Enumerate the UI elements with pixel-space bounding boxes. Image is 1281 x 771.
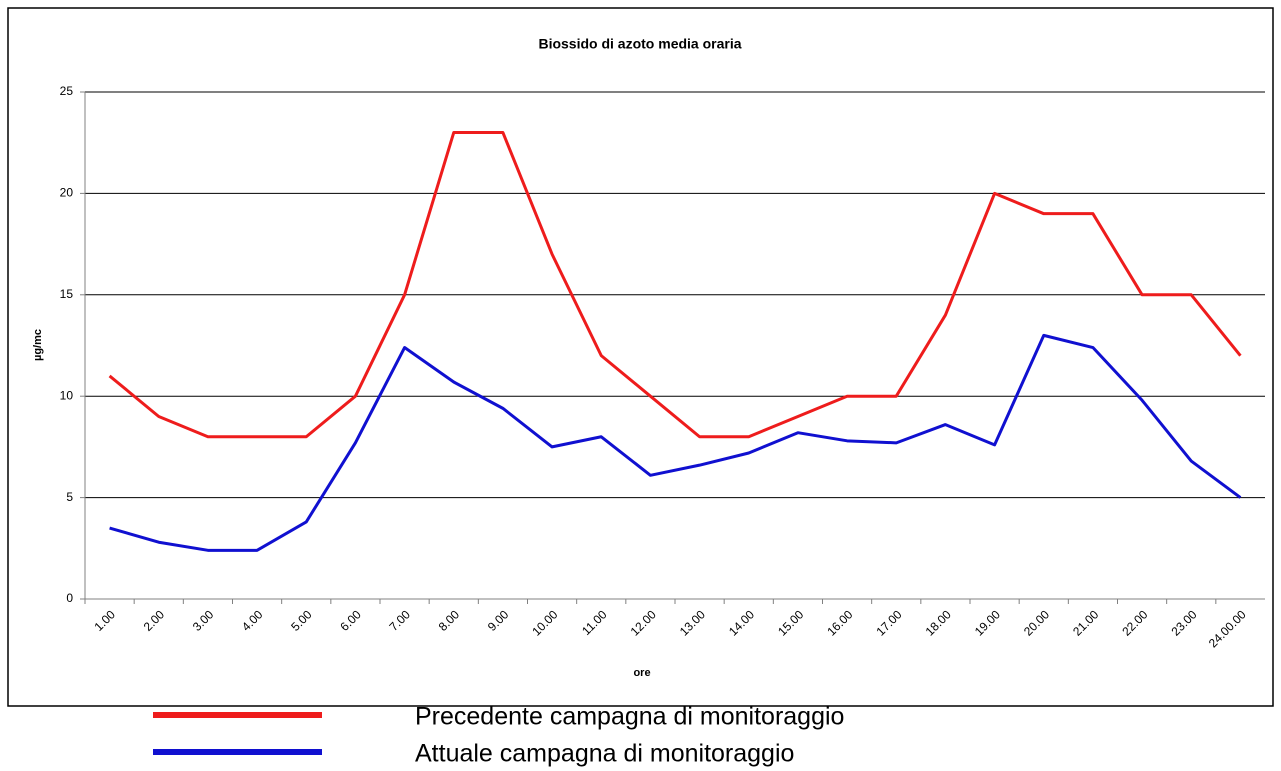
chart-title: Biossido di azoto media oraria xyxy=(538,36,741,52)
legend-label: Attuale campagna di monitoraggio xyxy=(415,740,794,768)
y-tick-label: 20 xyxy=(60,186,74,200)
series-line xyxy=(108,131,1242,439)
legend-label: Precedente campagna di monitoraggio xyxy=(415,703,844,731)
chart-frame xyxy=(7,7,1274,707)
y-tick-label: 5 xyxy=(66,490,73,504)
y-tick-label: 15 xyxy=(60,287,74,301)
series-line xyxy=(109,333,1242,552)
y-axis-label: µg/mc xyxy=(32,329,44,361)
y-tick-label: 0 xyxy=(66,591,73,605)
y-tick-label: 25 xyxy=(60,84,74,98)
x-axis-label: ore xyxy=(633,667,650,679)
y-tick-label: 10 xyxy=(60,388,74,402)
